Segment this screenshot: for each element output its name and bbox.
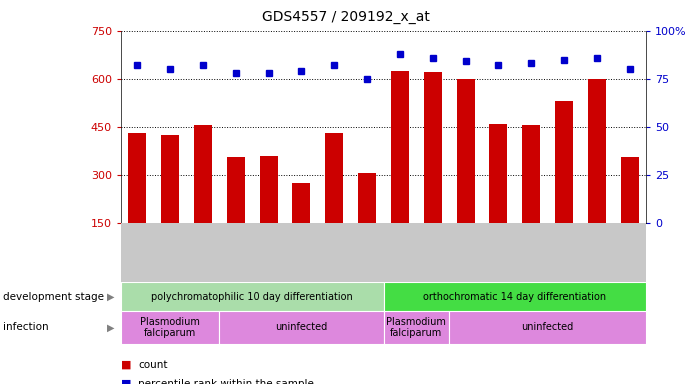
Bar [292,183,310,223]
Bar [449,311,646,344]
Text: GDS4557 / 209192_x_at: GDS4557 / 209192_x_at [262,10,429,23]
Text: percentile rank within the sample: percentile rank within the sample [138,379,314,384]
Bar [489,124,507,223]
Bar [588,79,606,223]
Bar [555,101,573,223]
Text: orthochromatic 14 day differentiation: orthochromatic 14 day differentiation [423,291,607,302]
Text: ■: ■ [121,360,131,370]
Text: ■: ■ [121,379,131,384]
Text: polychromatophilic 10 day differentiation: polychromatophilic 10 day differentiatio… [151,291,353,302]
Bar [358,173,376,223]
Bar [522,125,540,223]
Bar [391,71,409,223]
Bar [621,157,638,223]
Text: development stage: development stage [3,291,104,302]
Bar [220,311,384,344]
Text: Plasmodium
falciparum: Plasmodium falciparum [386,316,446,338]
Bar [260,156,278,223]
Text: ▶: ▶ [106,291,114,302]
Bar [121,282,384,311]
Bar [424,72,442,223]
Text: Plasmodium
falciparum: Plasmodium falciparum [140,316,200,338]
Text: uninfected: uninfected [275,322,328,333]
Text: ▶: ▶ [106,322,114,333]
Bar [161,135,179,223]
Text: uninfected: uninfected [522,322,574,333]
Bar [384,282,646,311]
Bar [227,157,245,223]
Bar [325,133,343,223]
Bar [384,311,449,344]
Bar [129,133,146,223]
Text: infection: infection [3,322,49,333]
Bar [457,79,475,223]
Bar [194,125,212,223]
Text: count: count [138,360,168,370]
Bar [121,311,220,344]
